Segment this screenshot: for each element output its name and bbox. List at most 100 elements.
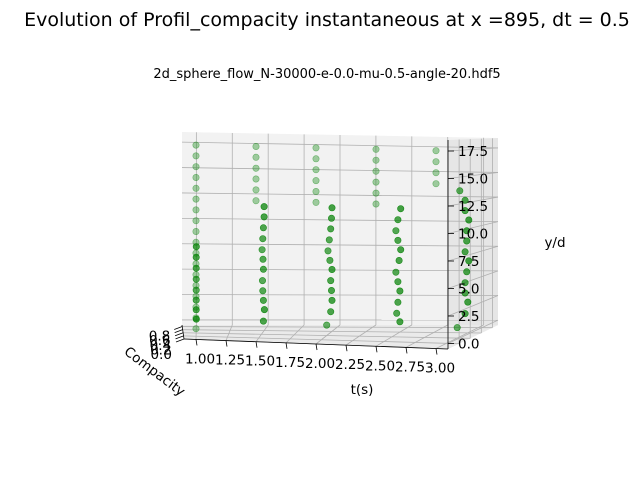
scatter-point — [326, 256, 334, 264]
y-tick-mark — [174, 326, 183, 330]
scatter-point — [325, 236, 333, 244]
grid-line-z — [181, 141, 499, 149]
x-tick-label: 1.25 — [215, 353, 245, 369]
scatter-point — [465, 216, 473, 224]
scatter-point — [392, 268, 400, 276]
z-axis-label: y/d — [544, 235, 565, 251]
scatter-point — [327, 214, 335, 222]
scatter-point — [192, 206, 200, 214]
scatter-point — [312, 198, 320, 206]
scatter-point — [372, 178, 380, 186]
grid-line-z-side — [447, 245, 499, 262]
scatter-point — [372, 156, 380, 164]
scatter-point — [192, 286, 200, 294]
grid-line-x-floor — [285, 324, 305, 344]
x-tick-label: 1.75 — [275, 355, 305, 371]
z-tick-label: 7.5 — [458, 254, 479, 270]
z-tick-label: 17.5 — [458, 144, 488, 160]
scatter-point — [259, 287, 267, 295]
x-tick-label: 2.25 — [335, 357, 365, 373]
y-tick-mark — [175, 335, 184, 340]
grid-line-z-side — [447, 221, 499, 234]
scatter-point — [192, 260, 200, 268]
scatter-point — [192, 306, 200, 314]
grid-line-z — [181, 167, 499, 173]
scatter-point — [372, 145, 380, 153]
z-tick-label: 12.5 — [458, 199, 488, 215]
scatter-point — [372, 200, 380, 208]
grid-line-x-floor — [405, 324, 448, 348]
y-tick-label: 0.2 — [150, 342, 171, 358]
scatter-point — [258, 277, 266, 285]
scatter-point — [324, 247, 332, 255]
scatter-point — [258, 246, 266, 254]
scatter-point — [260, 306, 268, 314]
z-tick-label: 0.0 — [458, 337, 479, 353]
scatter-point — [192, 152, 200, 160]
scatter-point — [259, 317, 267, 325]
scatter-point — [252, 197, 260, 205]
grid-line-y-floor — [183, 335, 460, 345]
scatter-point — [328, 265, 336, 273]
x-tick-mark — [225, 340, 228, 347]
scatter-point — [192, 243, 200, 251]
scatter-point — [259, 224, 267, 232]
scatter-point — [327, 286, 335, 294]
scatter-point — [192, 264, 200, 272]
x-tick-label: 1.50 — [245, 354, 275, 370]
grid-line-z-side — [447, 172, 499, 179]
z-tick-label: 10.0 — [458, 227, 488, 243]
scatter-point — [396, 318, 404, 326]
grid-line-z-side — [447, 319, 499, 344]
scatter-point — [252, 143, 260, 151]
scatter-point — [312, 188, 320, 196]
grid-line-z — [181, 192, 499, 198]
x-tick-mark — [315, 343, 318, 351]
scatter-point — [259, 296, 267, 304]
scatter-point — [192, 184, 200, 192]
chart-subtitle: 2d_sphere_flow_N-30000-e-0.0-mu-0.5-angl… — [153, 67, 500, 82]
grid-line-x-floor — [255, 324, 269, 342]
x-tick-mark — [375, 346, 378, 353]
scatter-point — [465, 257, 473, 265]
scatter-point — [461, 289, 469, 297]
scatter-point — [192, 275, 200, 283]
scatter-point — [260, 213, 268, 221]
scatter-point — [461, 248, 469, 256]
scatter-point — [252, 164, 260, 172]
z-tick-label: 15.0 — [458, 172, 488, 188]
grid-line-x-floor — [315, 324, 341, 345]
scatter-point — [396, 287, 404, 295]
scatter-point — [328, 296, 336, 304]
scatter-point — [192, 314, 200, 322]
scatter-point — [327, 277, 335, 285]
grid-line-z-side — [447, 196, 499, 207]
scatter-point — [461, 310, 469, 318]
axes-ticks: 1.00 1.25 1.50 1.75 2.00 2.25 2.50 2.75 3.000.00… — [149, 144, 488, 377]
scatter-point — [192, 281, 200, 289]
scatter-point — [192, 141, 200, 149]
y-tick-mark — [174, 329, 183, 334]
grid-line-x-floor — [435, 324, 484, 349]
scatter-point — [397, 205, 405, 213]
scatter-point — [259, 265, 267, 273]
scatter-point — [312, 155, 320, 163]
scatter-point — [192, 228, 200, 236]
scatter-point — [192, 325, 200, 333]
scatter-point — [192, 195, 200, 203]
scatter-point — [259, 235, 267, 243]
scatter-point — [312, 144, 320, 152]
scatter-point — [192, 292, 200, 300]
x-tick-label: 3.00 — [425, 361, 455, 377]
y-tick-label: 0.6 — [149, 333, 170, 349]
grid-line-z — [181, 243, 499, 247]
grid-line-z-side — [447, 147, 499, 152]
z-tick-label: 2.5 — [458, 309, 479, 325]
grid-line-z-side — [447, 270, 499, 289]
grid-line-x-floor — [345, 324, 377, 346]
scatter-point — [192, 271, 200, 279]
floor-pane — [182, 325, 498, 349]
grid-line-x-floor — [375, 324, 413, 347]
scatter-point — [252, 186, 260, 194]
grid-line-x-floor — [225, 324, 233, 341]
